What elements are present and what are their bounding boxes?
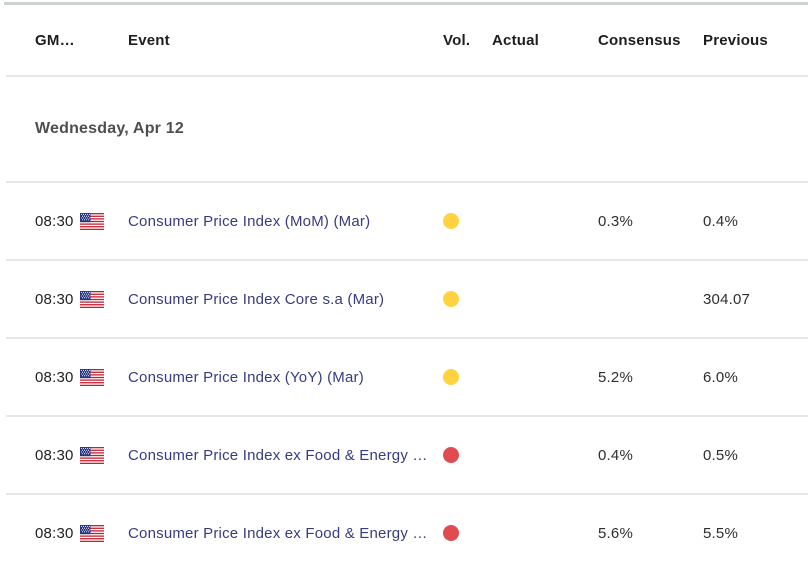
event-time: 08:30 bbox=[35, 524, 74, 542]
event-row[interactable]: 08:30 Consumer Price Index ex Food & Ene… bbox=[6, 495, 808, 563]
event-link[interactable]: Consumer Price Index (MoM) (Mar) bbox=[128, 212, 371, 230]
consensus-value: 5.6% bbox=[598, 524, 633, 542]
us-flag-icon bbox=[80, 524, 128, 542]
volatility-indicator bbox=[443, 291, 492, 307]
event-link[interactable]: Consumer Price Index ex Food & Energy … bbox=[128, 524, 428, 542]
volatility-dot bbox=[443, 369, 459, 385]
previous-value: 0.4% bbox=[703, 212, 738, 230]
event-time: 08:30 bbox=[35, 446, 74, 464]
event-row[interactable]: 08:30 Consumer Price Index (MoM) (Mar) 0… bbox=[6, 183, 808, 261]
event-row[interactable]: 08:30 Consumer Price Index Core s.a (Mar… bbox=[6, 261, 808, 339]
column-header-vol[interactable]: Vol. bbox=[443, 31, 471, 49]
volatility-indicator bbox=[443, 369, 492, 385]
volatility-indicator bbox=[443, 525, 492, 541]
date-header-label: Wednesday, Apr 12 bbox=[35, 120, 184, 137]
us-flag-icon bbox=[80, 290, 128, 308]
volatility-indicator bbox=[443, 213, 492, 229]
volatility-indicator bbox=[443, 447, 492, 463]
event-time: 08:30 bbox=[35, 368, 74, 386]
event-row[interactable]: 08:30 Consumer Price Index (YoY) (Mar) 5… bbox=[6, 339, 808, 417]
event-link[interactable]: Consumer Price Index Core s.a (Mar) bbox=[128, 290, 385, 308]
event-time: 08:30 bbox=[35, 290, 74, 308]
event-link[interactable]: Consumer Price Index ex Food & Energy … bbox=[128, 446, 428, 464]
us-flag-icon bbox=[80, 446, 128, 464]
column-header-gmt[interactable]: GM… bbox=[35, 31, 75, 49]
volatility-dot bbox=[443, 213, 459, 229]
volatility-dot bbox=[443, 525, 459, 541]
column-header-consensus[interactable]: Consensus bbox=[598, 31, 681, 49]
volatility-dot bbox=[443, 291, 459, 307]
consensus-value: 0.4% bbox=[598, 446, 633, 464]
column-header-actual[interactable]: Actual bbox=[492, 31, 540, 49]
previous-value: 5.5% bbox=[703, 524, 738, 542]
event-link[interactable]: Consumer Price Index (YoY) (Mar) bbox=[128, 368, 364, 386]
previous-value: 0.5% bbox=[703, 446, 738, 464]
date-header-row: Wednesday, Apr 12 bbox=[6, 77, 808, 183]
previous-value: 304.07 bbox=[703, 290, 751, 308]
us-flag-icon bbox=[80, 368, 128, 386]
table-top-rule bbox=[4, 2, 808, 5]
previous-value: 6.0% bbox=[703, 368, 738, 386]
column-header-event[interactable]: Event bbox=[128, 31, 170, 49]
consensus-value: 0.3% bbox=[598, 212, 633, 230]
event-row[interactable]: 08:30 Consumer Price Index ex Food & Ene… bbox=[6, 417, 808, 495]
consensus-value: 5.2% bbox=[598, 368, 633, 386]
column-header-previous[interactable]: Previous bbox=[703, 31, 768, 49]
event-time: 08:30 bbox=[35, 212, 74, 230]
calendar-header-row: GM… Event Vol. Actual Consensus Previous bbox=[6, 5, 808, 77]
volatility-dot bbox=[443, 447, 459, 463]
us-flag-icon bbox=[80, 212, 128, 230]
